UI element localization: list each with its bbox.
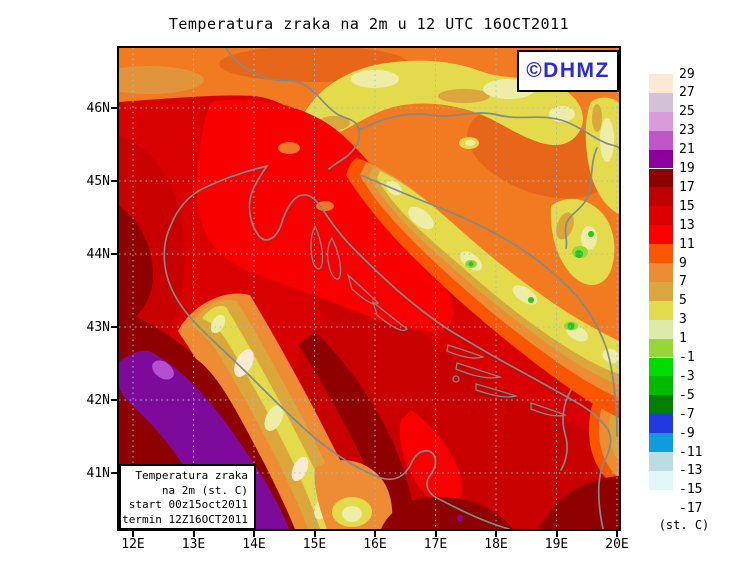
lon-tick: [616, 531, 618, 537]
lat-label: 42N: [86, 392, 110, 408]
colorbar-tick-label: -13: [679, 463, 703, 479]
lat-tick: [111, 399, 118, 401]
colorbar-tick-label: -17: [679, 501, 703, 517]
colorbar-tick-label: 17: [679, 179, 695, 195]
lon-label: 19E: [544, 537, 569, 552]
lon-label: 15E: [302, 537, 327, 552]
colorbar-box: [649, 338, 673, 358]
colorbar-box: [649, 263, 673, 282]
lon-tick: [555, 531, 558, 537]
lat-tick: [111, 472, 118, 474]
lat-tick: [111, 326, 118, 328]
colorbar-box: [649, 414, 673, 434]
colorbar-tick-label: 15: [679, 198, 695, 214]
colorbar-tick-label: 19: [679, 161, 695, 176]
dhmz-watermark-text: ©DHMZ: [526, 59, 610, 82]
lon-tick: [192, 531, 195, 537]
lon-label: 13E: [181, 537, 206, 552]
lon-tick: [313, 531, 316, 537]
colorbar-box: [649, 168, 673, 188]
colorbar-tick-label: 11: [679, 236, 695, 252]
colorbar-tick-label: -5: [679, 387, 695, 403]
colorbar-tick-label: -15: [679, 482, 703, 498]
info-line-2: na 2m (st. C): [161, 483, 248, 497]
lon-tick: [374, 531, 376, 537]
lat-label: 44N: [86, 246, 110, 262]
colorbar-box: [649, 225, 673, 245]
colorbar-box: [649, 357, 673, 377]
colorbar-box: [649, 300, 673, 320]
colorbar-box: [649, 244, 673, 263]
colorbar-tick-label: -3: [679, 368, 695, 384]
colorbar-tick-label: 23: [679, 123, 695, 139]
colorbar-tick-label: -9: [679, 425, 695, 441]
colorbar-tick-label: 25: [679, 104, 695, 120]
colorbar-tick-label: 21: [679, 142, 695, 158]
colorbar-box: [649, 319, 673, 339]
colorbar-box: [649, 74, 673, 93]
islands: [310, 224, 567, 417]
map-canvas: [117, 46, 621, 531]
colorbar-box: [649, 111, 673, 131]
lon-tick: [495, 531, 497, 537]
lon-label: 20E: [605, 537, 629, 552]
lat-label: 46N: [86, 100, 110, 116]
colorbar-box: [649, 130, 673, 150]
colorbar-unit-label: (st. C): [658, 518, 710, 532]
colorbar-tick-label: 29: [679, 66, 695, 82]
colorbar-tick-label: 27: [679, 85, 695, 101]
lat-tick: [111, 180, 118, 182]
colorbar-box: [649, 92, 673, 112]
colorbar-box: [649, 489, 673, 509]
info-line-4: termin 12Z16OCT2011: [122, 512, 248, 526]
colorbar-tick-label: 5: [679, 293, 687, 309]
lon-label: 17E: [423, 537, 448, 552]
lat-label: 45N: [86, 173, 110, 189]
colorbar-tick-label: 3: [679, 312, 687, 328]
lon-tick: [253, 531, 255, 537]
country-borders: [225, 48, 619, 471]
colorbar-tick-label: 13: [679, 217, 695, 233]
colorbar-box: [649, 395, 673, 415]
colorbar-tick-label: -1: [679, 350, 695, 365]
lat-tick: [111, 253, 118, 255]
colorbar-box: [649, 433, 673, 452]
colorbar-tick-label: 1: [679, 331, 687, 347]
colorbar-box: [649, 187, 673, 207]
coastline: [163, 164, 612, 529]
bright-red-region: [196, 99, 454, 332]
dhmz-watermark-box: ©DHMZ: [517, 50, 619, 92]
lon-label: 12E: [121, 537, 145, 552]
colorbar-tick-label: -11: [679, 444, 703, 460]
lon-label: 14E: [242, 537, 266, 552]
lon-label: 16E: [363, 537, 387, 552]
colorbar-tick-label: 7: [679, 274, 687, 290]
colorbar-tick-label: -7: [679, 406, 695, 422]
colorbar-box: [649, 206, 673, 226]
lon-tick: [434, 531, 437, 537]
colorbar-tick-label: 9: [679, 255, 687, 271]
lon-tick: [132, 531, 134, 537]
colorbar-box: [649, 149, 673, 169]
colorbar-box: [649, 470, 673, 490]
info-line-1: Temperatura zraka: [135, 469, 248, 482]
lat-label: 41N: [86, 465, 110, 481]
colorbar-box: [649, 452, 673, 471]
map-title: Temperatura zraka na 2m u 12 UTC 16OCT20…: [168, 15, 570, 33]
lat-tick: [111, 107, 118, 109]
info-box: Temperatura zraka na 2m (st. C) start 00…: [119, 464, 256, 530]
colorbar-box: [649, 376, 673, 396]
info-line-3: start 00z15oct2011: [128, 498, 248, 511]
temperature-field: [119, 48, 619, 529]
lon-label: 18E: [484, 537, 508, 552]
lat-label: 43N: [86, 319, 110, 335]
colorbar-box: [649, 281, 673, 301]
